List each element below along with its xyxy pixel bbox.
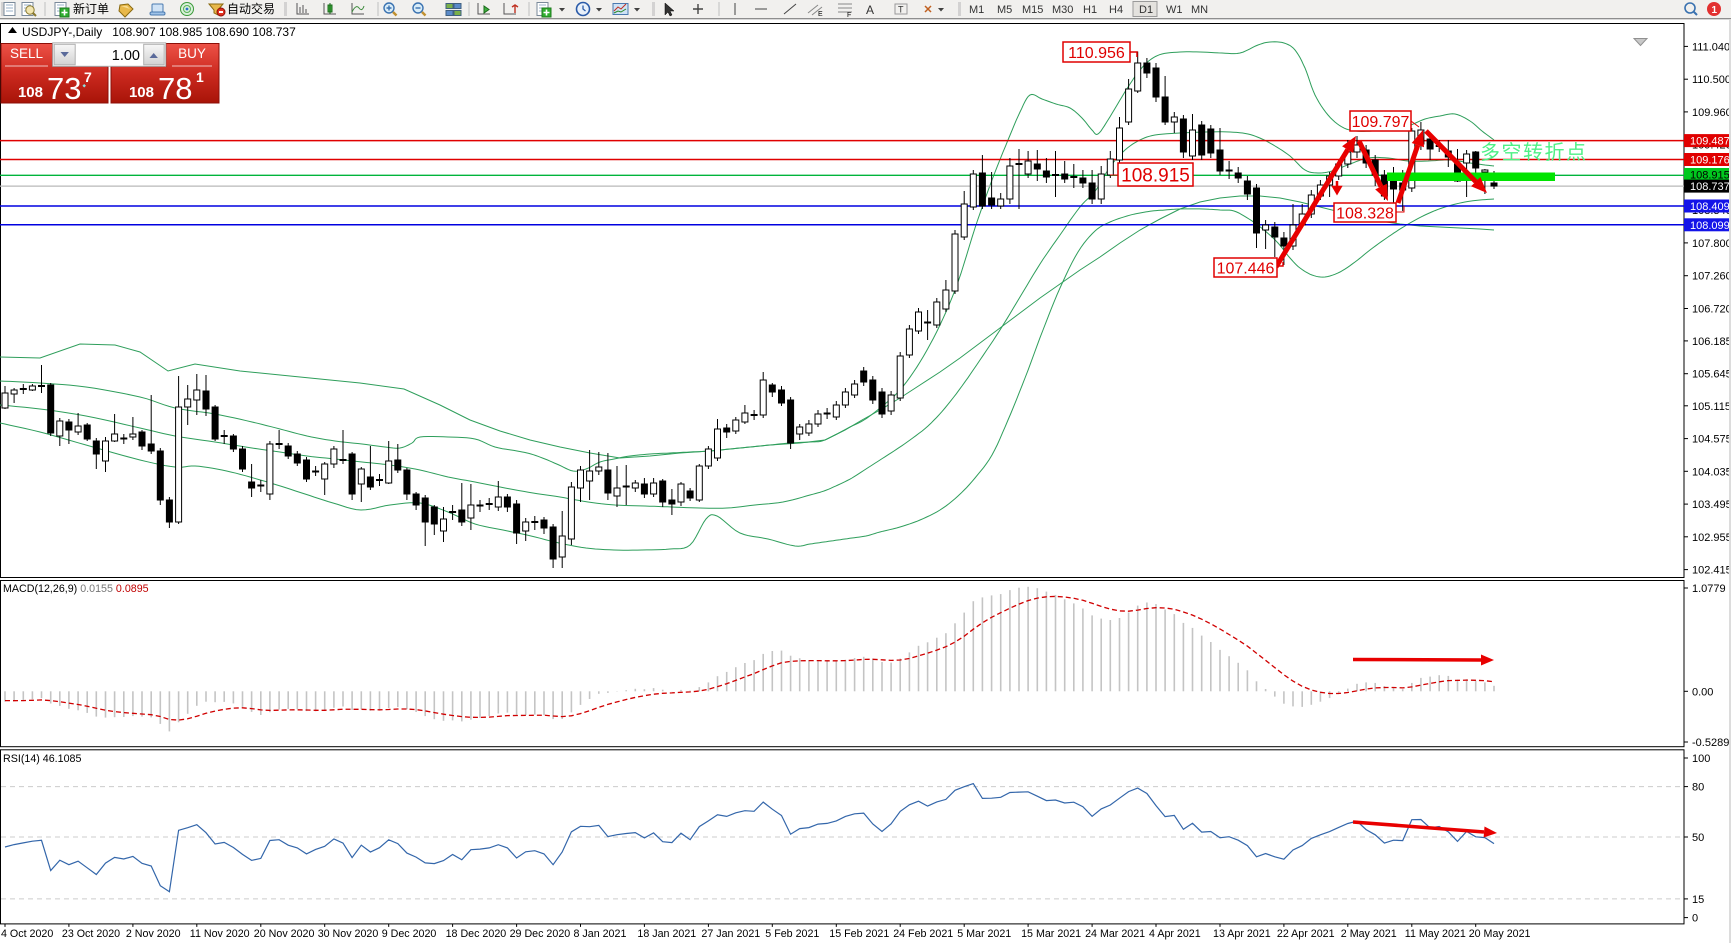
svg-text:E: E [818,11,823,18]
svg-text:108: 108 [18,84,43,101]
svg-text:MACD(12,26,9) 0.0155 0.0895: MACD(12,26,9) 0.0155 0.0895 [3,583,149,595]
svg-text:D1: D1 [1139,4,1153,16]
svg-text:新订单: 新订单 [73,1,109,16]
svg-text:H4: H4 [1109,4,1123,16]
svg-text:105.115: 105.115 [1692,401,1731,413]
svg-text:107.260: 107.260 [1692,271,1731,283]
svg-text:1.00: 1.00 [112,48,140,64]
svg-text:4 Apr 2021: 4 Apr 2021 [1149,928,1201,940]
svg-text:73: 73 [47,71,81,106]
svg-text:2 Nov 2020: 2 Nov 2020 [126,928,181,940]
svg-text:109.960: 109.960 [1692,107,1731,119]
svg-text:102.415: 102.415 [1692,565,1731,577]
svg-text:13 Apr 2021: 13 Apr 2021 [1213,928,1271,940]
svg-text:-0.5289: -0.5289 [1692,737,1729,749]
svg-text:24 Feb 2021: 24 Feb 2021 [893,928,953,940]
svg-text:H1: H1 [1083,4,1097,16]
svg-text:SELL: SELL [10,46,44,61]
svg-text:108.737: 108.737 [1690,181,1730,193]
svg-text:5 Mar 2021: 5 Mar 2021 [957,928,1011,940]
svg-text:104.575: 104.575 [1692,434,1731,446]
svg-text:102.955: 102.955 [1692,532,1731,544]
svg-text:1: 1 [196,69,204,85]
svg-text:M5: M5 [997,4,1012,16]
svg-text:108.099: 108.099 [1690,220,1730,232]
svg-text:A: A [866,3,874,17]
svg-text:15: 15 [1692,894,1704,906]
svg-text:T: T [898,5,904,15]
svg-text:M1: M1 [969,4,984,16]
svg-text:多空转折点: 多空转折点 [1480,141,1588,164]
svg-text:7: 7 [84,69,92,85]
svg-text:27 Jan 2021: 27 Jan 2021 [701,928,760,940]
svg-text:108.409: 108.409 [1690,201,1730,213]
svg-text:106.720: 106.720 [1692,304,1731,316]
svg-text:20 May 2021: 20 May 2021 [1469,928,1531,940]
svg-text:1: 1 [1712,5,1718,16]
svg-text:11 May 2021: 11 May 2021 [1405,928,1466,940]
svg-text:22 Apr 2021: 22 Apr 2021 [1277,928,1335,940]
svg-text:1.0779: 1.0779 [1692,583,1726,595]
svg-text:107.446: 107.446 [1217,260,1275,277]
svg-text:0.00: 0.00 [1692,686,1713,698]
svg-text:108.915: 108.915 [1690,170,1730,182]
svg-text:30 Nov 2020: 30 Nov 2020 [318,928,379,940]
svg-text:50: 50 [1692,832,1704,844]
svg-text:108.328: 108.328 [1336,205,1394,222]
svg-text:BUY: BUY [178,46,206,61]
svg-text:RSI(14) 46.1085: RSI(14) 46.1085 [3,753,81,765]
svg-text:M30: M30 [1052,4,1073,16]
svg-text:2 May 2021: 2 May 2021 [1341,928,1397,940]
svg-text:F: F [847,12,851,19]
svg-text:W1: W1 [1166,4,1183,16]
svg-text:110.956: 110.956 [1068,45,1125,62]
svg-text:109.797: 109.797 [1352,114,1410,131]
svg-text:78: 78 [158,71,192,106]
svg-text:23 Oct 2020: 23 Oct 2020 [62,928,120,940]
svg-text:109.176: 109.176 [1690,155,1730,167]
svg-text:29 Dec 2020: 29 Dec 2020 [510,928,571,940]
svg-text:9 Dec 2020: 9 Dec 2020 [382,928,437,940]
svg-text:11 Nov 2020: 11 Nov 2020 [190,928,250,940]
svg-text:107.800: 107.800 [1692,238,1731,250]
svg-text:4 Oct 2020: 4 Oct 2020 [1,928,53,940]
svg-text:110.500: 110.500 [1692,74,1731,86]
svg-text:105.645: 105.645 [1692,369,1731,381]
svg-text:M15: M15 [1022,4,1043,16]
svg-text:108: 108 [129,84,154,101]
svg-text:100: 100 [1692,753,1710,765]
svg-text:15 Feb 2021: 15 Feb 2021 [829,928,889,940]
svg-text:8 Jan 2021: 8 Jan 2021 [574,928,627,940]
svg-text:自动交易: 自动交易 [227,1,275,16]
svg-text:18 Dec 2020: 18 Dec 2020 [446,928,507,940]
svg-text:108.915: 108.915 [1121,165,1190,186]
svg-text:106.185: 106.185 [1692,336,1731,348]
svg-text:0: 0 [1692,913,1698,925]
svg-text:80: 80 [1692,782,1704,794]
svg-text:20 Nov 2020: 20 Nov 2020 [254,928,315,940]
svg-text:5 Feb 2021: 5 Feb 2021 [765,928,819,940]
svg-text:24 Mar 2021: 24 Mar 2021 [1085,928,1145,940]
svg-text:109.487: 109.487 [1690,136,1730,148]
svg-text:MN: MN [1191,4,1208,16]
svg-text:111.040: 111.040 [1692,41,1730,53]
svg-text:103.495: 103.495 [1692,499,1731,511]
svg-text:104.035: 104.035 [1692,466,1731,478]
svg-text:15 Mar 2021: 15 Mar 2021 [1021,928,1081,940]
svg-text:18 Jan 2021: 18 Jan 2021 [637,928,696,940]
